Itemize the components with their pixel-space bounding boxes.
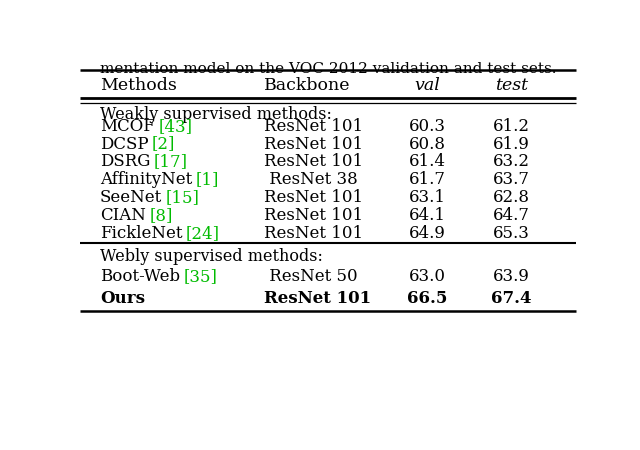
Text: Weakly supervised methods:: Weakly supervised methods: [100, 106, 332, 123]
Text: DSRG [17]: DSRG [17] [100, 153, 189, 170]
Text: [2]: [2] [152, 135, 175, 153]
Text: 63.9: 63.9 [493, 268, 530, 285]
Text: val: val [414, 76, 440, 94]
Text: [8]: [8] [149, 207, 173, 224]
Text: [24]: [24] [186, 225, 220, 242]
Text: CIAN [8]: CIAN [8] [100, 207, 174, 224]
Text: 64.9: 64.9 [409, 225, 445, 242]
Text: ResNet 101: ResNet 101 [264, 153, 363, 170]
Text: 61.7: 61.7 [409, 171, 445, 188]
Text: SeeNet [15]: SeeNet [15] [100, 189, 201, 206]
Text: 63.2: 63.2 [493, 153, 530, 170]
Text: SeeNet: SeeNet [100, 189, 162, 206]
Text: [17]: [17] [154, 153, 188, 170]
Text: ResNet 101: ResNet 101 [264, 118, 363, 135]
Text: ResNet 101: ResNet 101 [264, 189, 363, 206]
Text: 62.8: 62.8 [493, 189, 530, 206]
Text: [43]: [43] [158, 118, 192, 135]
Text: 64.7: 64.7 [493, 207, 530, 224]
Text: 60.8: 60.8 [409, 135, 445, 153]
Text: AffinityNet [1]: AffinityNet [1] [100, 171, 221, 188]
Text: ResNet 101: ResNet 101 [264, 207, 363, 224]
Text: ResNet 101: ResNet 101 [264, 135, 363, 153]
Text: 60.3: 60.3 [409, 118, 445, 135]
Text: ResNet 101: ResNet 101 [264, 225, 363, 242]
Text: Ours: Ours [100, 290, 145, 307]
Text: 63.1: 63.1 [409, 189, 445, 206]
Text: 66.5: 66.5 [407, 290, 447, 307]
Text: DCSP: DCSP [100, 135, 148, 153]
Text: Methods: Methods [100, 76, 177, 94]
Text: DCSP [2]: DCSP [2] [100, 135, 177, 153]
Text: 61.9: 61.9 [493, 135, 530, 153]
Text: mentation model on the VOC 2012 validation and test sets.: mentation model on the VOC 2012 validati… [100, 62, 556, 76]
Text: Backbone: Backbone [264, 76, 350, 94]
Text: ResNet 38: ResNet 38 [264, 171, 357, 188]
Text: DSRG: DSRG [100, 153, 150, 170]
Text: test: test [495, 76, 528, 94]
Text: 64.1: 64.1 [409, 207, 445, 224]
Text: Boot-Web: Boot-Web [100, 268, 180, 285]
Text: CIAN: CIAN [100, 207, 146, 224]
Text: [15]: [15] [166, 189, 200, 206]
Text: FickleNet: FickleNet [100, 225, 182, 242]
Text: 67.4: 67.4 [492, 290, 532, 307]
Text: MCOF: MCOF [100, 118, 155, 135]
Text: [35]: [35] [184, 268, 218, 285]
Text: FickleNet [24]: FickleNet [24] [100, 225, 221, 242]
Text: AffinityNet: AffinityNet [100, 171, 192, 188]
Text: ResNet 50: ResNet 50 [264, 268, 357, 285]
Text: 61.4: 61.4 [409, 153, 445, 170]
Text: 63.7: 63.7 [493, 171, 530, 188]
Text: Boot-Web [35]: Boot-Web [35] [100, 268, 219, 285]
Text: 65.3: 65.3 [493, 225, 530, 242]
Text: Webly supervised methods:: Webly supervised methods: [100, 248, 323, 265]
Text: MCOF [43]: MCOF [43] [100, 118, 194, 135]
Text: 61.2: 61.2 [493, 118, 530, 135]
Text: [1]: [1] [196, 171, 219, 188]
Text: ResNet 101: ResNet 101 [264, 290, 371, 307]
Text: 63.0: 63.0 [409, 268, 445, 285]
